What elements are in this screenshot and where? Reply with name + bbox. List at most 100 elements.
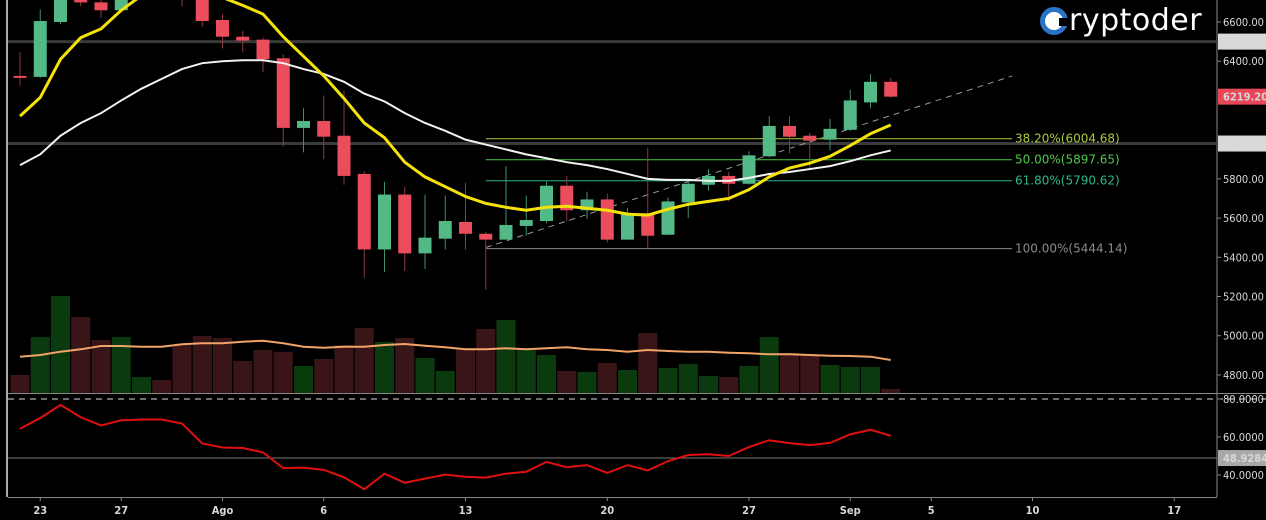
volume-bar [435, 371, 455, 393]
candle [54, 0, 67, 24]
price-marker-label: 6500.00 [1223, 36, 1264, 49]
candle-body [33, 21, 47, 77]
cryptoder-logo: ryptoder [1040, 3, 1202, 39]
last-price-badge [1218, 88, 1266, 105]
volume-bar [375, 342, 394, 393]
volume-bar [678, 364, 698, 393]
candle [600, 193, 614, 243]
candle [459, 182, 472, 250]
volume-bar [111, 337, 131, 393]
price-tick-label: 5000.00 [1223, 330, 1264, 343]
candle [13, 52, 27, 86]
volume-bar [71, 317, 91, 393]
volume-bar [132, 377, 151, 393]
candle-body [641, 213, 655, 236]
candle-body [823, 128, 837, 140]
volume-bar [10, 375, 30, 393]
candle [479, 231, 493, 290]
candle [378, 181, 391, 272]
volume-bar [496, 320, 516, 393]
candle [681, 178, 695, 219]
time-tick-label: 27 [114, 504, 128, 517]
ema-slow-line [19, 59, 891, 182]
volume-bar [456, 348, 475, 393]
volume-bar [314, 359, 334, 393]
candle-body [600, 199, 614, 240]
volume-bar [91, 340, 111, 393]
time-tick-label: 6 [320, 504, 327, 517]
volume-bar [334, 345, 354, 393]
rsi-tick-label: 60.0000 [1223, 431, 1264, 444]
time-tick-label: 13 [459, 504, 473, 517]
candle [540, 181, 553, 223]
volume-bar [415, 358, 435, 393]
candle [297, 108, 310, 153]
volume-bar [354, 328, 374, 393]
candle [236, 30, 250, 53]
candle [519, 195, 533, 236]
candle-body [317, 121, 331, 137]
volume-series [10, 296, 901, 393]
time-tick-label: 23 [33, 504, 47, 517]
candle [438, 195, 452, 250]
candle [181, 0, 183, 7]
candle-body [378, 194, 391, 250]
price-marker-label: 5980.19 [1223, 138, 1264, 151]
candle-body [297, 121, 310, 128]
candle [418, 194, 432, 270]
candle [114, 0, 128, 11]
volume-bar [172, 345, 192, 393]
rsi-value-badge [1218, 450, 1266, 467]
candle [256, 37, 270, 72]
candle [398, 186, 412, 272]
volume-bar [658, 368, 678, 393]
volume-bar [192, 336, 212, 393]
candle [843, 89, 857, 131]
candle-body [540, 185, 553, 222]
candle-body [580, 199, 594, 211]
candle [357, 171, 371, 278]
candle [560, 175, 574, 222]
candle [74, 0, 88, 7]
volume-bar [273, 352, 293, 393]
price-tick-label: 5200.00 [1223, 291, 1264, 304]
candle-body [216, 20, 229, 37]
candle-body [236, 36, 250, 41]
rsi-value-label: 48.9284 [1223, 452, 1266, 465]
candle-body [479, 233, 493, 240]
volume-bar [719, 377, 739, 393]
candle-body [783, 125, 796, 137]
candle-body [418, 237, 432, 254]
candle-body [74, 0, 88, 3]
candle [864, 73, 877, 109]
price-marker-label: 6219.20 [1223, 91, 1266, 104]
candle-body [459, 222, 472, 234]
candle-body [884, 81, 898, 97]
volume-bar [800, 355, 820, 393]
time-tick-label: 5 [928, 504, 935, 517]
price-tick-label: 5600.00 [1223, 212, 1264, 225]
price-tick-label: 6400.00 [1223, 55, 1264, 68]
price-level-badge [1218, 33, 1266, 50]
candle [94, 0, 108, 19]
candle-body [256, 39, 270, 60]
volume-bar [618, 370, 637, 393]
candle [641, 147, 655, 250]
fib-level-label: 38.20%(6004.68) [1015, 132, 1120, 146]
candle [742, 151, 756, 185]
candle [823, 119, 837, 151]
volume-bar [739, 366, 759, 393]
candle-body [54, 0, 67, 22]
volume-bar [780, 353, 799, 393]
candle-series [13, 0, 898, 290]
volume-bar [840, 367, 860, 393]
volume-bar [638, 333, 658, 393]
price-tick-label: 5400.00 [1223, 251, 1264, 264]
candle-body [499, 224, 513, 240]
volume-bar [476, 329, 496, 393]
price-level-badge [1218, 135, 1266, 152]
candle [661, 197, 675, 235]
volume-bar [699, 376, 718, 393]
price-tick-label: 5800.00 [1223, 173, 1264, 186]
